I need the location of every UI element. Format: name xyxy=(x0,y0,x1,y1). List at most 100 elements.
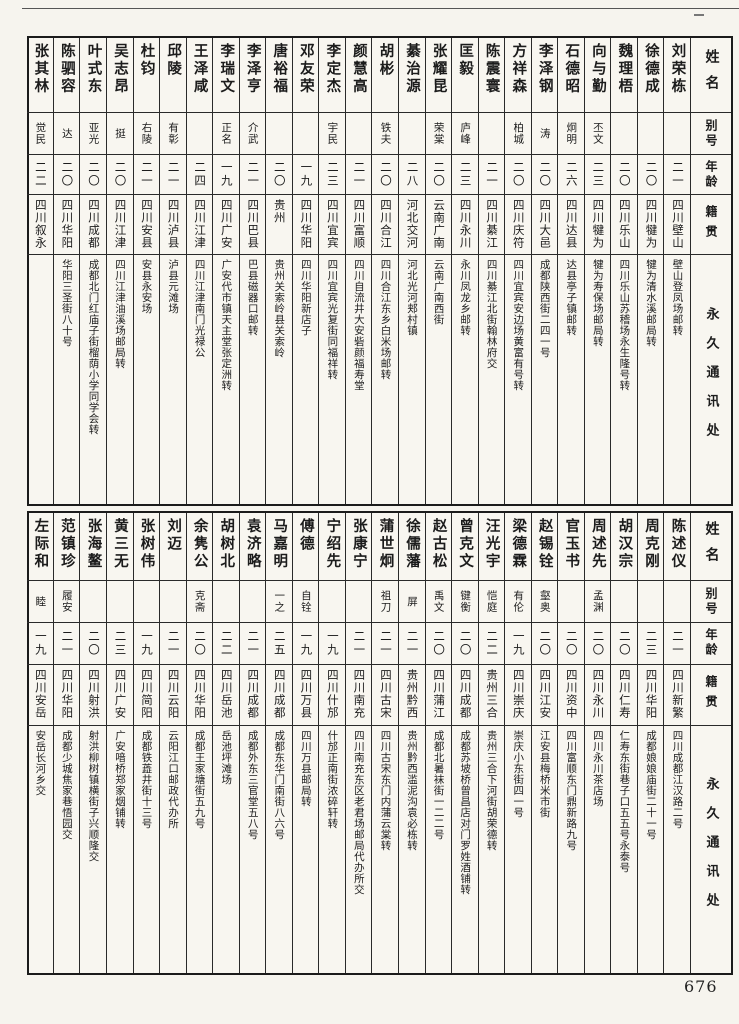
person-origin: 四川巴县 xyxy=(239,194,266,254)
person-age: 二〇 xyxy=(531,622,558,664)
person-name: 吴志昂 xyxy=(112,43,128,96)
person-name: 陈述仪 xyxy=(669,518,686,571)
person-name: 张其林 xyxy=(32,43,49,96)
person-alias xyxy=(398,112,425,154)
person-origin: 四川犍为 xyxy=(637,194,664,254)
person-address: 安岳长河乡交 xyxy=(27,725,53,973)
person-alias: 庐峰 xyxy=(452,112,478,154)
person-origin: 四川永川 xyxy=(584,663,611,725)
person-column: 李泽钢涛二〇 四川大邑 成都陕西街二四一号 xyxy=(531,38,559,504)
person-address: 四川富顺东门鼎新路九号 xyxy=(558,725,584,973)
page-top-rule xyxy=(22,8,739,9)
person-alias xyxy=(292,112,319,154)
person-origin: 四川射洪 xyxy=(80,663,106,725)
person-origin: 河北交河 xyxy=(398,194,425,254)
person-alias: 履安 xyxy=(53,580,80,622)
person-age: 二一 xyxy=(398,622,425,664)
person-column: 王泽咸 二四 四川江津 四川江津南门光禄公 xyxy=(186,38,214,504)
person-name: 刘迈 xyxy=(165,518,182,553)
person-column: 傅德自铨 一九 四川万县 四川万县邮局转 xyxy=(292,513,320,973)
person-age: 二一 xyxy=(160,154,186,194)
person-name: 傅德 xyxy=(297,518,314,553)
person-age: 一九 xyxy=(133,622,160,664)
person-alias: 孟渊 xyxy=(584,580,611,622)
person-address: 广安代市镇天主堂张定洲转 xyxy=(213,254,239,504)
person-column: 马嘉明 一之 二五 四川成都 成都东华门南街八六号 xyxy=(266,513,293,973)
person-name: 周克刚 xyxy=(642,518,659,571)
person-origin: 四川江安 xyxy=(531,663,558,725)
person-age: 一九 xyxy=(292,622,319,664)
person-age: 二〇 xyxy=(106,154,133,194)
person-address: 四川古宋东门内蒲云棠转 xyxy=(372,725,398,973)
person-origin: 四川崇庆 xyxy=(505,663,531,725)
person-age: 二一 xyxy=(133,154,160,194)
person-name: 石德昭 xyxy=(563,43,580,96)
person-column: 陈驷容达二〇 四川华阳 华阳三圣街八十号 xyxy=(53,38,81,504)
person-column: 吴志昂挺二〇 四川江津 四川江津油溪场邮局转 xyxy=(106,38,134,504)
person-column: 唐裕福 二〇 贵州 贵州关索岭县关索岭 xyxy=(266,38,293,504)
person-origin: 贵州 xyxy=(266,194,292,254)
person-column: 徐儒藩屏二一 贵州黔西 贵州黔西滥泥沟袁必栋转 xyxy=(398,513,426,973)
person-origin: 四川犍为 xyxy=(584,194,611,254)
person-origin: 四川古宋 xyxy=(372,663,398,725)
person-alias xyxy=(664,580,690,622)
person-column: 徐德成 二〇 四川犍为 犍为清水溪邮局转 xyxy=(637,38,665,504)
person-name: 杜钧 xyxy=(138,43,155,78)
person-alias: 祖刀 xyxy=(372,580,398,622)
person-age: 二〇 xyxy=(425,154,452,194)
person-name: 唐裕福 xyxy=(271,43,288,96)
person-column: 张海鳌 二〇 四川射洪 射洪柳树镇横街子兴顺隆交 xyxy=(80,513,107,973)
person-origin: 四川万县 xyxy=(292,663,319,725)
person-origin: 四川成都 xyxy=(239,663,266,725)
person-address: 四川永川茶店场 xyxy=(584,725,611,973)
person-name: 魏理梧 xyxy=(616,43,633,96)
person-alias: 壑奥 xyxy=(531,580,558,622)
person-column: 颜慧高 二一 四川富顺 四川自流井大安砦颜福寿堂 xyxy=(345,38,373,504)
person-origin: 四川华阳 xyxy=(292,194,319,254)
person-alias: 荣棠 xyxy=(425,112,452,154)
person-name: 王泽咸 xyxy=(191,43,208,96)
directory-table-top: 姓名 别号 年龄 籍贯 永久通讯处 刘荣栋 二一 四川壁山 壁山登凤场邮转 徐德成 二〇四… xyxy=(27,36,733,506)
person-origin: 四川壁山 xyxy=(664,194,690,254)
person-age: 一九 xyxy=(505,622,531,664)
person-column: 刘迈 二一 四川云阳 云阳江口邮政代办所 xyxy=(160,513,187,973)
person-age: 二〇 xyxy=(452,622,478,664)
person-alias: 禹文 xyxy=(425,580,452,622)
person-origin: 四川华阳 xyxy=(186,663,213,725)
person-address: 什邡正南街浓碎轩转 xyxy=(319,725,345,973)
person-age: 二四 xyxy=(186,154,213,194)
table-header-column: 姓名 别号 年龄 籍贯 永久通讯处 xyxy=(691,38,731,504)
person-name: 刘荣栋 xyxy=(669,43,686,96)
person-origin: 四川仁寿 xyxy=(611,663,637,725)
person-column: 匡毅 庐峰 二三 四川永川 永川凤龙乡邮转 xyxy=(452,38,479,504)
person-age: 二三 xyxy=(584,154,611,194)
person-name: 李瑞文 xyxy=(218,43,235,96)
person-column: 李泽亨 介武 二一 四川巴县 巴县磁器口邮转 xyxy=(239,38,267,504)
person-name: 左际和 xyxy=(32,518,49,571)
person-alias xyxy=(319,580,345,622)
person-column: 张耀昆 荣棠 二〇 云南广南 云南广南西街 xyxy=(425,38,453,504)
person-address: 华阳三圣街八十号 xyxy=(53,254,80,504)
person-address: 四川乐山苏稽场永生隆号转 xyxy=(611,254,637,504)
person-name: 胡树北 xyxy=(218,518,235,571)
person-alias: 自铨 xyxy=(292,580,319,622)
person-address: 四川南充东区老君场邮局代办所交 xyxy=(345,725,372,973)
header-origin: 籍贯 xyxy=(691,663,731,725)
page-number: 676 xyxy=(684,977,718,996)
person-origin: 贵州三合 xyxy=(478,663,505,725)
person-address: 成都少城焦家巷悟园交 xyxy=(53,725,80,973)
person-origin: 四川新繁 xyxy=(664,663,690,725)
person-address: 成都东华门南街八六号 xyxy=(266,725,292,973)
person-address: 岳池坪滩场 xyxy=(213,725,239,973)
header-alias: 别号 xyxy=(691,112,731,154)
person-alias xyxy=(133,580,160,622)
person-address: 达县亭子镇邮转 xyxy=(558,254,584,504)
person-column: 汪光宇 恺庭 二二 贵州三合 贵州三合下河街胡荣德转 xyxy=(478,513,506,973)
person-age: 二〇 xyxy=(637,154,664,194)
person-address: 河北光河郏村镇 xyxy=(398,254,425,504)
person-address: 四川万县邮局转 xyxy=(292,725,319,973)
person-origin: 四川安岳 xyxy=(27,663,53,725)
person-name: 陈驷容 xyxy=(58,43,75,96)
person-address: 泸县元滩场 xyxy=(160,254,186,504)
person-column: 宁绍先 一九 四川什邡 什邡正南街浓碎轩转 xyxy=(319,513,346,973)
